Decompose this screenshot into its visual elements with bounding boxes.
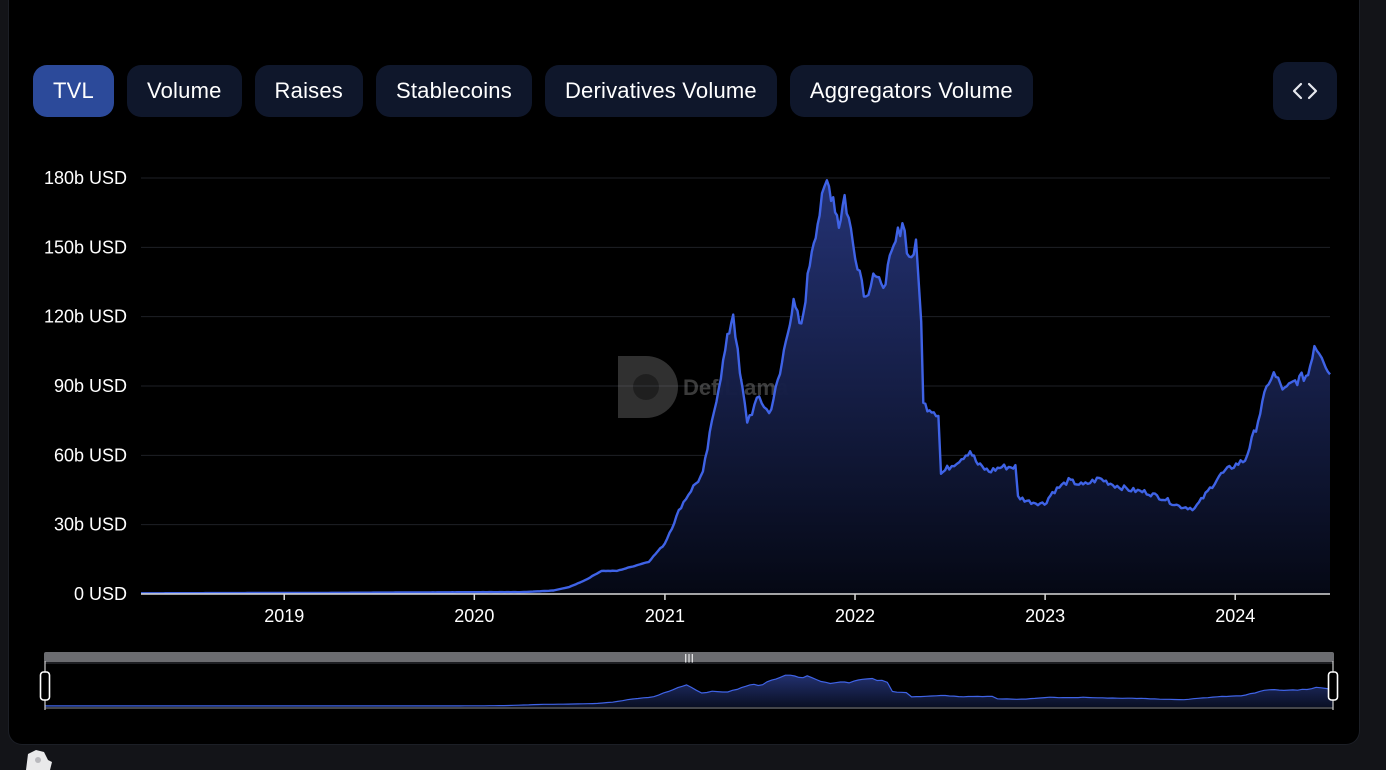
mini-area — [45, 675, 1333, 707]
chart-panel: TVL Volume Raises Stablecoins Derivative… — [8, 0, 1360, 745]
embed-code-button[interactable] — [1273, 62, 1337, 120]
y-tick-label: 180b USD — [44, 168, 127, 188]
watermark-logo-icon — [618, 356, 678, 418]
tvl-line — [141, 179, 1331, 595]
tab-derivatives-volume[interactable]: Derivatives Volume — [544, 65, 777, 117]
x-tick-label: 2023 — [1025, 606, 1065, 626]
tab-aggregators-volume[interactable]: Aggregators Volume — [789, 65, 1033, 117]
tab-raises[interactable]: Raises — [254, 65, 363, 117]
range-slider[interactable]: ||| — [39, 652, 1339, 710]
x-tick-label: 2020 — [454, 606, 494, 626]
range-slider-grip: ||| — [684, 654, 694, 664]
tab-volume[interactable]: Volume — [126, 65, 242, 117]
y-tick-label: 150b USD — [44, 237, 127, 257]
tvl-area — [141, 180, 1330, 595]
range-handle-left[interactable] — [39, 671, 51, 701]
tvl-chart: 0 USD 30b USD 60b USD 90b USD 120b USD 150b U… — [39, 168, 1339, 710]
watermark-logo-eye — [633, 374, 659, 400]
code-brackets-icon — [1292, 82, 1318, 100]
range-handle-right[interactable] — [1327, 671, 1339, 701]
range-slider-bar — [44, 652, 1334, 662]
y-tick-label: 60b USD — [54, 445, 127, 465]
x-tick-label: 2019 — [264, 606, 304, 626]
x-tick-label: 2021 — [645, 606, 685, 626]
corner-logo-icon — [26, 750, 52, 770]
mini-line — [45, 674, 1331, 707]
chart-tabs: TVL Volume Raises Stablecoins Derivative… — [33, 65, 1033, 117]
tab-tvl[interactable]: TVL — [33, 65, 114, 117]
y-tick-label: 0 USD — [74, 584, 127, 604]
y-tick-label: 90b USD — [54, 376, 127, 396]
y-tick-label: 120b USD — [44, 307, 127, 327]
y-tick-label: 30b USD — [54, 515, 127, 535]
tab-stablecoins[interactable]: Stablecoins — [376, 65, 532, 117]
x-tick-label: 2024 — [1215, 606, 1255, 626]
x-tick-label: 2022 — [835, 606, 875, 626]
